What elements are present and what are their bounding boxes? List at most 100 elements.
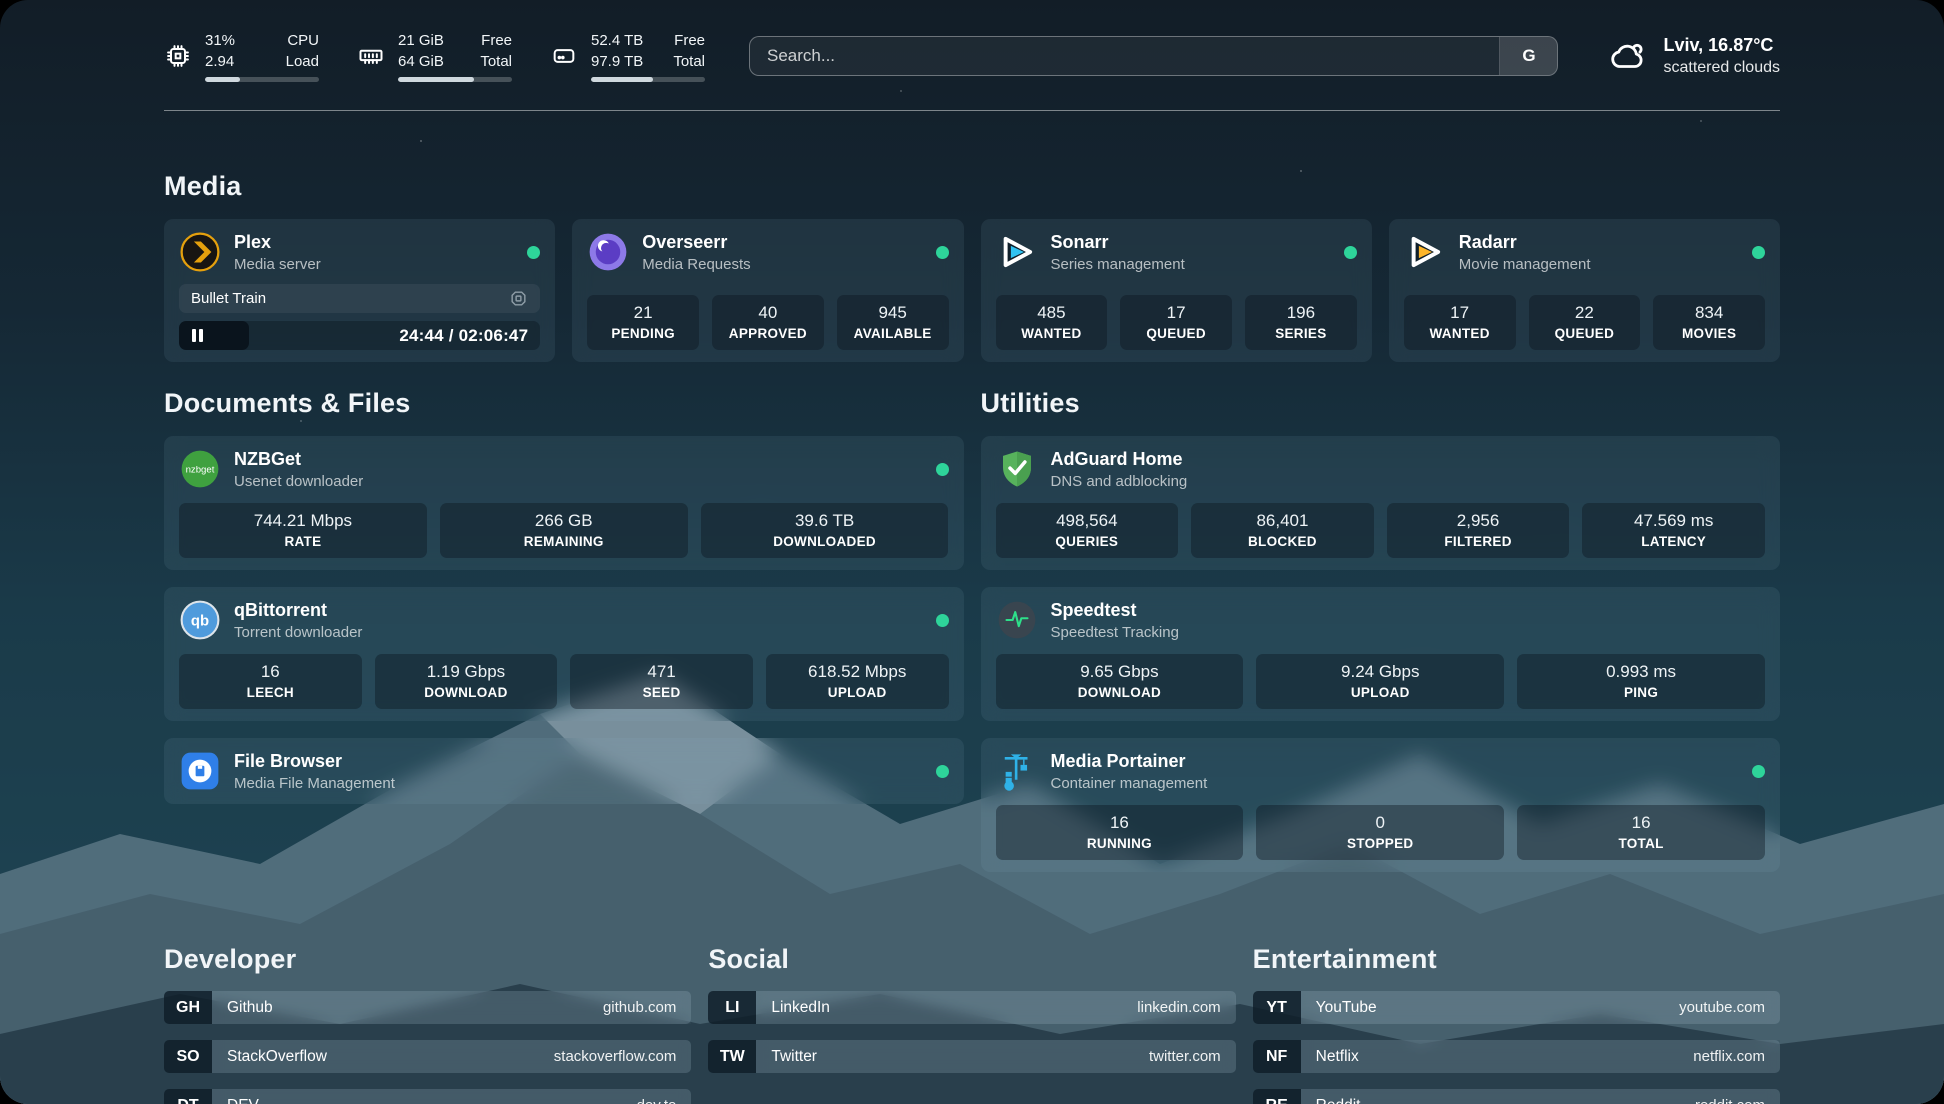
status-online-dot	[935, 462, 949, 476]
memory-free-value: 21 GiB	[398, 32, 444, 49]
social-bookmarks: Social LI LinkedIn linkedin.com TW Twitt…	[708, 944, 1236, 1104]
service-card-nzbget[interactable]: nzbget NZBGet Usenet downloader 74	[164, 436, 964, 570]
service-card-speedtest[interactable]: Speedtest Speedtest Tracking 9.65 Gbps D…	[980, 587, 1780, 721]
service-card-portainer[interactable]: Media Portainer Container management 16 …	[980, 738, 1780, 872]
status-online-dot	[935, 613, 949, 627]
bookmark-stackoverflow[interactable]: SO StackOverflow stackoverflow.com	[164, 1040, 692, 1073]
bookmark-url: reddit.com	[1695, 1097, 1765, 1104]
service-subtitle: Media Requests	[642, 255, 751, 273]
plex-icon	[179, 231, 221, 273]
bookmark-abbr: TW	[708, 1040, 757, 1073]
stat-block: 0.993 ms PING	[1517, 654, 1765, 709]
bookmark-url: linkedin.com	[1137, 999, 1221, 1016]
service-name: File Browser	[234, 750, 343, 771]
qbittorrent-icon: qb	[179, 599, 221, 641]
service-subtitle: Movie management	[1458, 255, 1591, 273]
stat-block: 0 STOPPED	[1256, 805, 1505, 860]
cloud-icon	[1606, 35, 1648, 77]
snow-specks	[0, 0, 2, 2]
status-online-dot	[1343, 245, 1357, 259]
service-card-sonarr[interactable]: Sonarr Series management 485 WANTED 17 Q…	[980, 219, 1372, 362]
service-name: Plex	[234, 231, 272, 252]
stat-block: 21 PENDING	[587, 295, 699, 350]
stat-block: 744.21 Mbps RATE	[179, 503, 427, 558]
disk-free-value: 52.4 TB	[591, 32, 644, 49]
svg-text:nzbget: nzbget	[186, 465, 215, 476]
stat-block: 17 WANTED	[1403, 295, 1516, 350]
bookmark-linkedin[interactable]: LI LinkedIn linkedin.com	[708, 991, 1236, 1024]
bookmark-abbr: LI	[708, 991, 757, 1024]
disk-free-label: Free	[674, 32, 705, 49]
service-name: Media Portainer	[1050, 750, 1186, 771]
weather-location-temp: Lviv, 16.87°C	[1663, 35, 1774, 55]
memory-progress-bar	[398, 77, 512, 82]
search-input[interactable]	[750, 37, 1500, 75]
service-name: Overseerr	[642, 231, 728, 252]
service-name: AdGuard Home	[1050, 448, 1183, 469]
stat-block: 17 QUEUED	[1120, 295, 1232, 350]
stat-block: 16 LEECH	[179, 654, 362, 709]
service-card-adguard[interactable]: AdGuard Home DNS and adblocking 498,564 …	[980, 436, 1780, 570]
utilities-column: Utilities AdGu	[980, 388, 1780, 872]
pause-icon[interactable]	[192, 329, 203, 342]
camera-icon[interactable]	[509, 289, 528, 308]
disk-total-label: Total	[673, 53, 705, 70]
radarr-icon	[1404, 231, 1446, 273]
service-card-overseerr[interactable]: Overseerr Media Requests 21 PENDING 40 A…	[572, 219, 964, 362]
bookmark-youtube[interactable]: YT YouTube youtube.com	[1252, 991, 1780, 1024]
cpu-icon	[164, 42, 192, 70]
documents-column: Documents & Files nzbget NZBGet	[164, 388, 964, 804]
cpu-load-value: 2.94	[205, 53, 235, 70]
section-title-utilities: Utilities	[980, 388, 1080, 418]
now-playing-row: Bullet Train	[179, 284, 541, 313]
stat-block: 16 TOTAL	[1517, 805, 1765, 860]
section-title-developer: Developer	[164, 944, 297, 974]
player-progress-fill	[179, 321, 250, 350]
stat-block: 266 GB REMAINING	[439, 503, 688, 558]
stat-block: 2,956 FILTERED	[1386, 503, 1570, 558]
stat-block: 945 AVAILABLE	[836, 295, 949, 350]
service-subtitle: Usenet downloader	[234, 472, 364, 490]
service-card-qbittorrent[interactable]: qb qBittorrent Torrent downloader	[164, 587, 964, 721]
stat-block: 47.569 ms LATENCY	[1582, 503, 1765, 558]
disk-progress-bar	[591, 77, 705, 82]
cpu-stats: 31% 2.94 CPU Load	[164, 30, 319, 82]
bookmark-abbr: RE	[1252, 1089, 1301, 1104]
bookmark-name: YouTube	[1315, 998, 1377, 1016]
service-card-filebrowser[interactable]: File Browser Media File Management	[164, 738, 964, 804]
adguard-icon	[996, 448, 1038, 490]
service-card-radarr[interactable]: Radarr Movie management 17 WANTED 22 QUE…	[1388, 219, 1780, 362]
stat-block: 39.6 TB DOWNLOADED	[700, 503, 949, 558]
search-provider-button[interactable]: G	[1499, 37, 1558, 75]
service-card-plex[interactable]: Plex Media server Bullet Train	[164, 219, 556, 362]
service-name: Radarr	[1458, 231, 1517, 252]
playback-time: 24:44 / 02:06:47	[399, 325, 529, 345]
cpu-load-label: Load	[285, 53, 319, 70]
service-subtitle: DNS and adblocking	[1050, 472, 1188, 490]
bookmark-abbr: NF	[1252, 1040, 1301, 1073]
player-progress-bar[interactable]: 24:44 / 02:06:47	[179, 321, 541, 350]
bookmark-name: StackOverflow	[227, 1047, 327, 1065]
bookmark-github[interactable]: GH Github github.com	[164, 991, 692, 1024]
bookmark-netflix[interactable]: NF Netflix netflix.com	[1252, 1040, 1780, 1073]
service-name: qBittorrent	[234, 599, 327, 620]
now-playing-title: Bullet Train	[191, 290, 267, 307]
bookmark-name: DEV	[227, 1097, 259, 1104]
service-name: Speedtest	[1050, 599, 1137, 620]
service-subtitle: Speedtest Tracking	[1050, 623, 1179, 641]
service-subtitle: Container management	[1050, 774, 1208, 792]
bookmark-abbr: GH	[164, 991, 212, 1024]
bookmark-reddit[interactable]: RE Reddit reddit.com	[1252, 1089, 1780, 1104]
disk-stats: 52.4 TB 97.9 TB Free Total	[550, 30, 705, 82]
bookmark-dev[interactable]: DT DEV dev.to	[164, 1089, 692, 1104]
service-subtitle: Media server	[234, 255, 321, 273]
stat-block: 22 QUEUED	[1528, 295, 1641, 350]
stat-block: 9.65 Gbps DOWNLOAD	[995, 654, 1244, 709]
resource-stats: 31% 2.94 CPU Load	[164, 30, 705, 82]
svg-text:qb: qb	[191, 613, 209, 629]
search-bar: G	[749, 36, 1559, 76]
memory-icon	[357, 42, 385, 70]
bookmark-twitter[interactable]: TW Twitter twitter.com	[708, 1040, 1236, 1073]
stat-block: 1.19 Gbps DOWNLOAD	[374, 654, 558, 709]
section-title-documents: Documents & Files	[164, 388, 411, 418]
